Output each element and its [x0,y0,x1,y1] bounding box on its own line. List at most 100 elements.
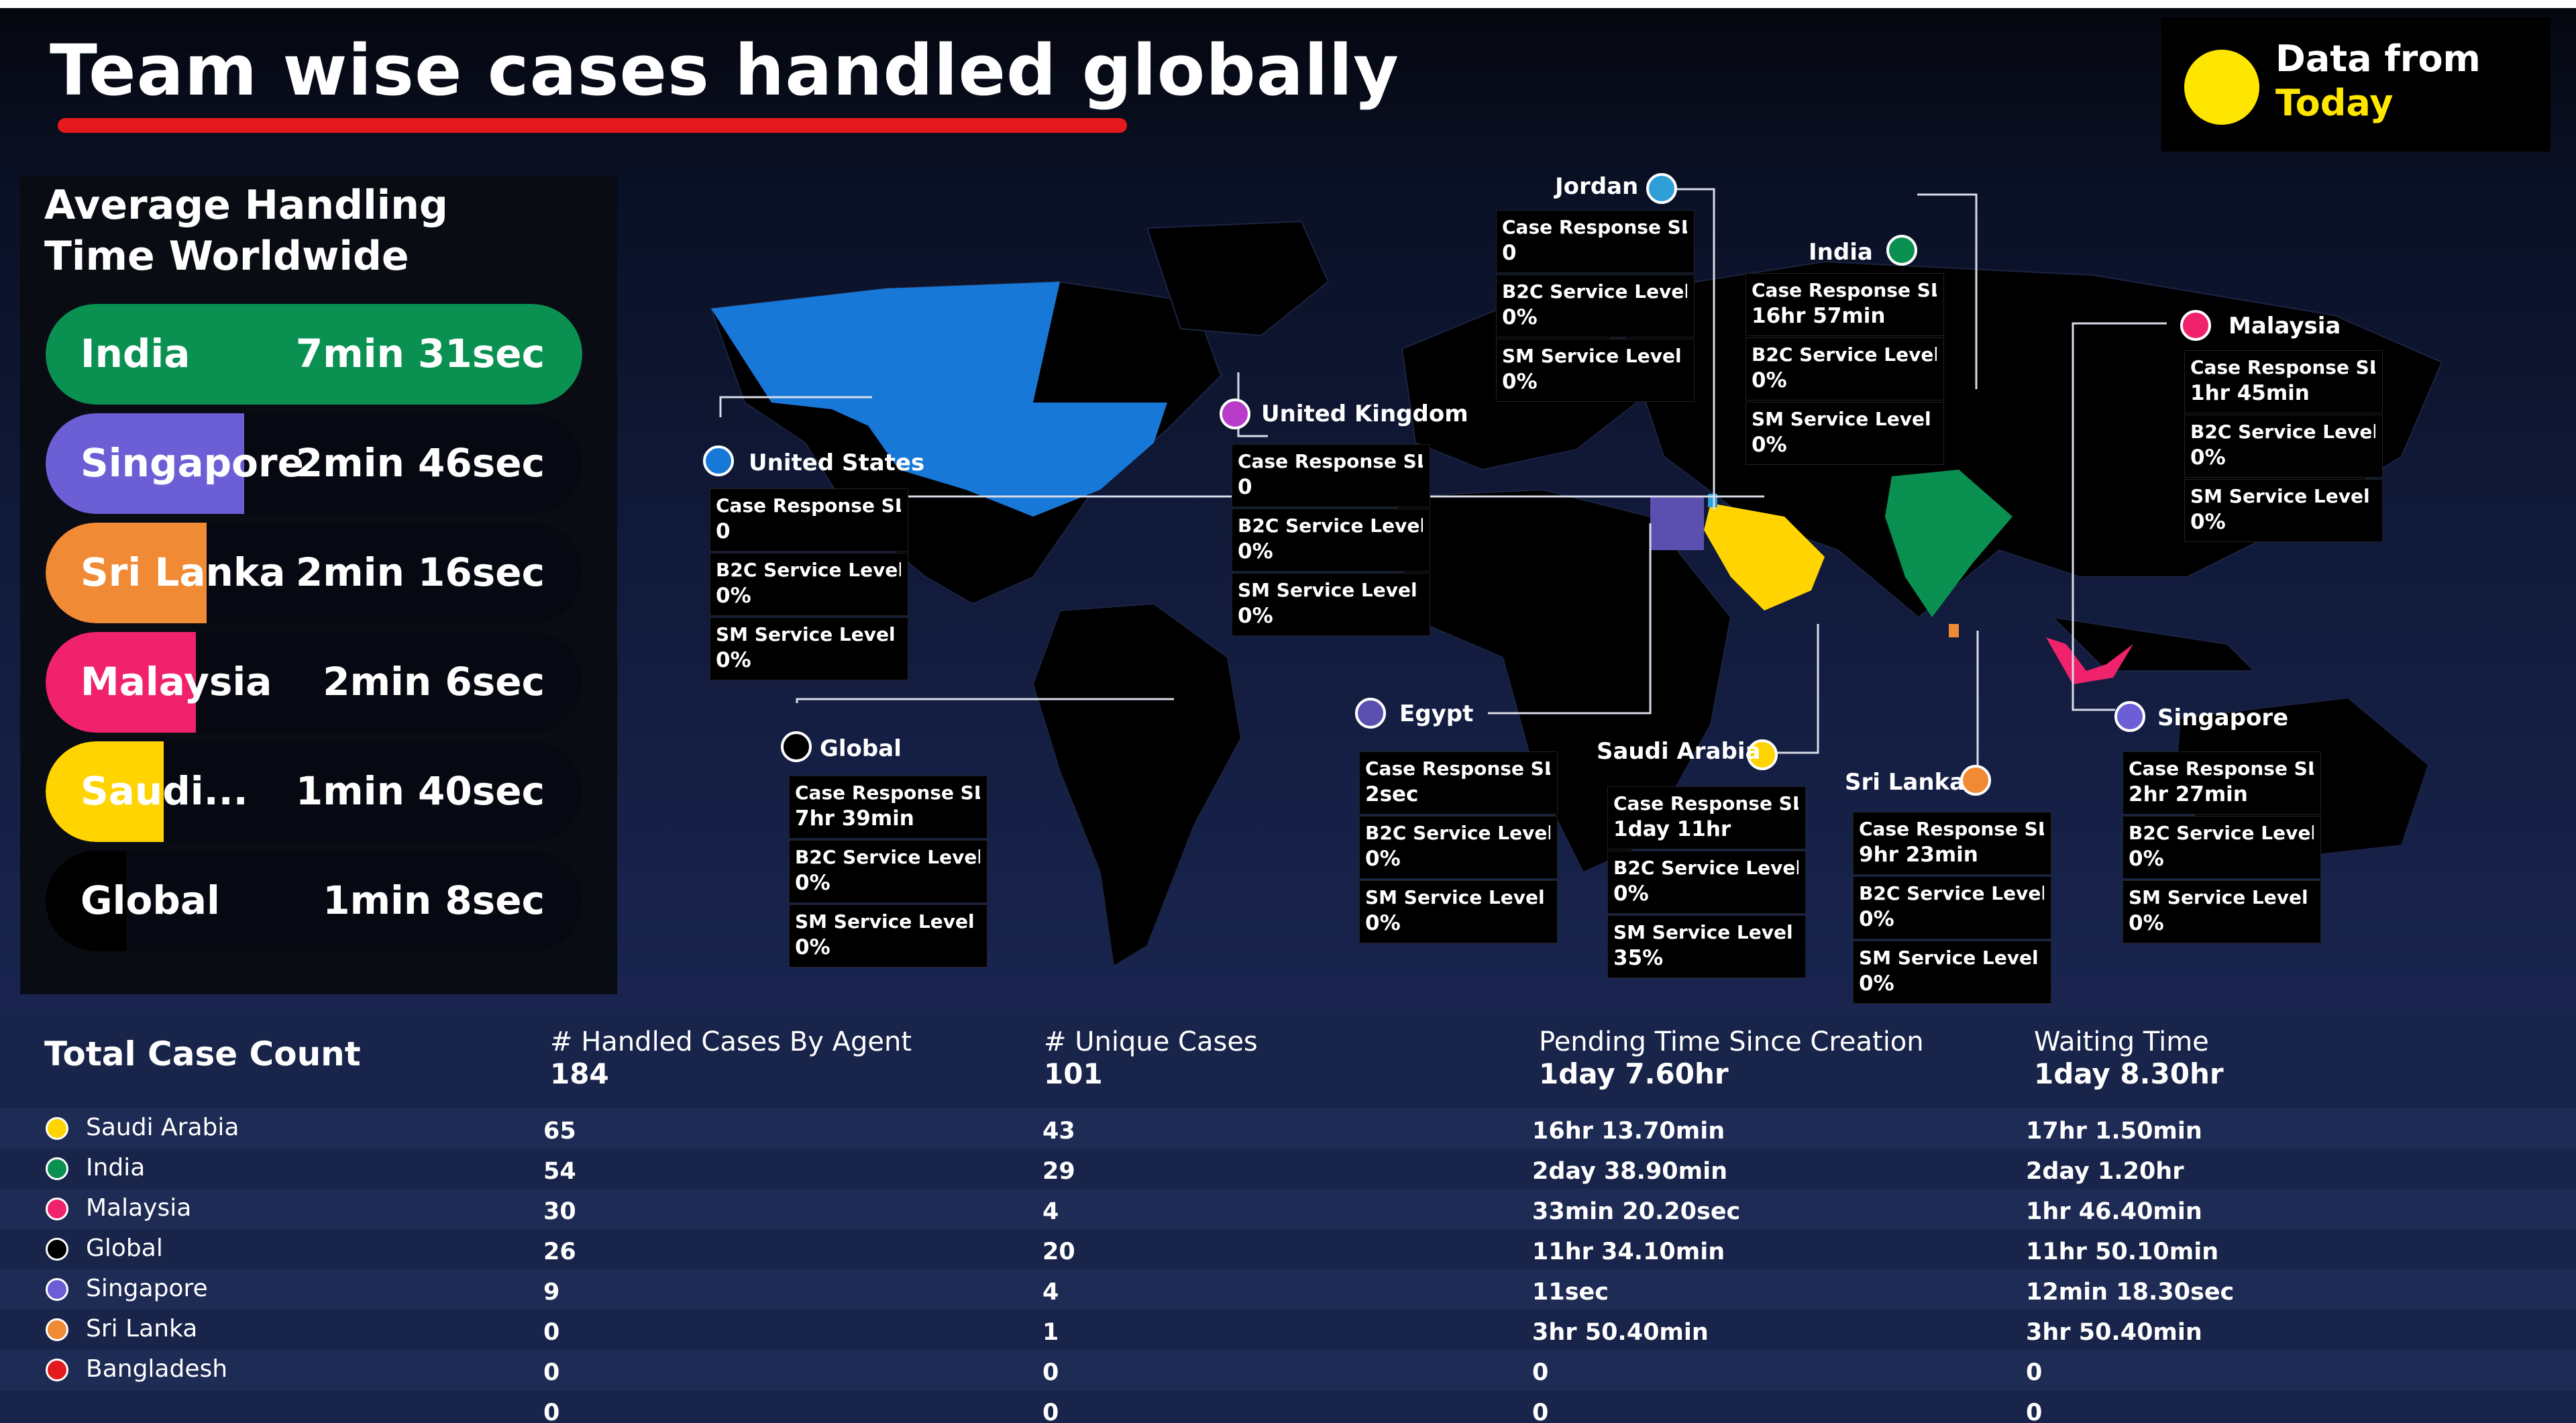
region-marker-icon[interactable] [1355,698,1386,729]
aht-country-name: Sri Lanka [80,549,286,595]
kpi-value: 0% [2190,445,2226,470]
kpi-cell: Case Response SLA 2hr 27min [2123,751,2321,814]
region-marker-icon[interactable] [2114,701,2145,732]
region-kpi-box: Case Response SLA 9hr 23min B2C Service Le… [1853,812,2051,1005]
kpi-value: 7hr 39min [795,806,914,831]
kpi-value: 2hr 27min [2129,782,2248,806]
legend-dot-icon [46,1238,68,1261]
kpi-label: SM Service Level [2190,485,2370,507]
kpi-label: B2C Service Level [2190,421,2375,443]
kpi-cell: Case Response SLA 2sec [1359,751,1558,814]
totals-header-label: # Unique Cases [1044,1026,1258,1057]
kpi-cell: Case Response SLA 9hr 23min [1853,812,2051,875]
region-marker-icon[interactable] [1220,399,1250,429]
aht-row: Saudi... 1min 40sec [46,741,582,842]
table-row-name: Singapore [86,1275,208,1302]
region-marker-icon[interactable] [1747,739,1778,770]
region-name: United States [749,450,925,476]
kpi-value: 1day 11hr [1613,817,1731,841]
table-row-name: Saudi Arabia [86,1114,239,1141]
totals-column-header: # Handled Cases By Agent 184 [550,1026,912,1090]
table-cell-unique: 20 [1042,1238,1075,1265]
region-marker-icon[interactable] [1960,765,1991,796]
table-cell-pending: 33min 20.20sec [1532,1198,1741,1225]
region-marker-icon[interactable] [703,445,734,476]
table-cell-handled: 54 [543,1158,576,1185]
kpi-label: B2C Service Level [1502,280,1687,303]
region-name: Malaysia [2229,313,2341,339]
kpi-label: SM Service Level [1365,886,1545,908]
kpi-label: Case Response SLA [1859,818,2044,840]
region-name: Saudi Arabia [1597,738,1761,765]
kpi-label: Case Response SLA [1238,450,1423,472]
table-cell-unique: 0 [1042,1400,1059,1423]
map-jordan [1708,494,1717,507]
table-row [0,1310,2576,1350]
totals-header-total: 1day 7.60hr [1539,1057,1729,1090]
kpi-cell: B2C Service Level 0% [1746,337,1944,401]
data-source-line1: Data from [2275,38,2481,80]
region-kpi-box: Case Response SLA 2sec B2C Service Level 0%… [1359,751,1558,945]
aht-row: Singapore 2min 46sec [46,413,582,514]
region-marker-icon[interactable] [1646,173,1677,204]
totals-header-label: Pending Time Since Creation [1539,1026,1924,1057]
aht-row: Sri Lanka 2min 16sec [46,523,582,623]
kpi-value: 16hr 57min [1752,304,1886,328]
table-cell-waiting: 1hr 46.40min [2026,1198,2202,1225]
table-cell-waiting: 17hr 1.50min [2026,1118,2202,1145]
data-source-badge: Data from Today [2161,17,2551,152]
kpi-value: 0% [1365,911,1401,935]
total-case-count-title: Total Case Count [44,1035,361,1073]
table-cell-unique: 4 [1042,1279,1059,1306]
region-marker-icon[interactable] [2180,310,2211,341]
kpi-value: 0 [1238,475,1252,499]
table-cell-pending: 0 [1532,1400,1549,1423]
kpi-value: 0% [716,648,751,672]
region-kpi-box: Case Response SLA 1day 11hr B2C Service Le… [1607,786,1806,980]
aht-value: 7min 31sec [295,331,545,376]
region-marker-icon[interactable] [781,731,812,762]
kpi-label: Case Response SLA [795,782,980,804]
aht-fill [46,413,244,514]
totals-header-total: 101 [1044,1057,1103,1090]
kpi-cell: SM Service Level 0% [710,617,908,680]
kpi-label: Case Response SLA [716,494,901,517]
kpi-label: B2C Service Level [716,559,901,581]
aht-country-name: Malaysia [80,659,272,704]
table-cell-pending: 2day 38.90min [1532,1158,1728,1185]
table-row [0,1269,2576,1310]
kpi-value: 35% [1613,946,1664,970]
kpi-cell: B2C Service Level 0% [789,840,987,903]
table-cell-unique: 0 [1042,1359,1059,1386]
aht-value: 1min 8sec [323,878,545,923]
kpi-label: SM Service Level [795,910,975,933]
kpi-cell: SM Service Level 0% [2184,479,2383,542]
aht-country-name: Global [80,878,220,923]
kpi-cell: SM Service Level 0% [1496,339,1695,402]
kpi-cell: Case Response SLA 0 [1232,444,1430,507]
table-cell-pending: 16hr 13.70min [1532,1118,1725,1145]
table-row [0,1390,2576,1423]
table-cell-handled: 26 [543,1238,576,1265]
table-cell-unique: 43 [1042,1118,1075,1145]
table-cell-pending: 3hr 50.40min [1532,1319,1709,1346]
aht-value: 2min 6sec [323,659,545,704]
table-cell-waiting: 11hr 50.10min [2026,1238,2219,1265]
legend-dot-icon [46,1278,68,1301]
table-cell-unique: 29 [1042,1158,1075,1185]
aht-fill [46,523,207,623]
kpi-value: 0% [1613,882,1649,906]
table-row-name: Global [86,1234,163,1262]
kpi-cell: B2C Service Level 0% [2184,415,2383,478]
kpi-cell: SM Service Level 35% [1607,915,1806,978]
kpi-label: Case Response SLA [1502,216,1687,238]
kpi-value: 0% [1238,539,1273,564]
table-cell-waiting: 0 [2026,1359,2043,1386]
table-cell-handled: 0 [543,1319,560,1346]
region-kpi-box: Case Response SLA 0 B2C Service Level 0% SM … [1232,444,1430,637]
kpi-label: B2C Service Level [1238,515,1423,537]
region-marker-icon[interactable] [1886,235,1917,266]
kpi-label: SM Service Level [1613,921,1793,943]
kpi-value: 0% [1365,847,1401,871]
table-cell-handled: 65 [543,1118,576,1145]
